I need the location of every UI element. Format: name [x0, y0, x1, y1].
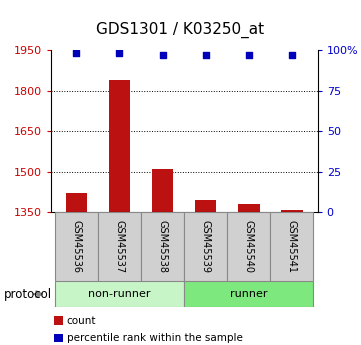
Bar	[54, 316, 63, 325]
Text: GSM45541: GSM45541	[287, 220, 297, 273]
Bar	[55, 281, 184, 307]
Text: GDS1301 / K03250_at: GDS1301 / K03250_at	[96, 22, 265, 38]
Point	[246, 52, 252, 58]
Text: GSM45540: GSM45540	[244, 220, 254, 273]
Point	[203, 52, 209, 58]
Point	[117, 50, 122, 56]
Bar	[109, 80, 130, 212]
Point	[160, 52, 165, 58]
Bar	[152, 169, 173, 212]
Bar	[195, 200, 217, 212]
Text: percentile rank within the sample: percentile rank within the sample	[67, 333, 243, 343]
Text: runner: runner	[230, 289, 268, 299]
Text: protocol: protocol	[4, 288, 52, 300]
Bar	[184, 281, 313, 307]
Point	[74, 50, 79, 56]
Bar	[238, 204, 260, 212]
Text: GSM45538: GSM45538	[157, 220, 168, 273]
Text: GSM45537: GSM45537	[114, 220, 125, 273]
Bar	[270, 212, 313, 281]
Bar	[98, 212, 141, 281]
Bar	[55, 212, 98, 281]
Bar	[281, 210, 303, 212]
Bar	[66, 193, 87, 212]
Point	[289, 52, 295, 58]
Text: count: count	[67, 316, 96, 326]
Bar	[227, 212, 270, 281]
Bar	[184, 212, 227, 281]
Text: non-runner: non-runner	[88, 289, 151, 299]
Text: GSM45536: GSM45536	[71, 220, 81, 273]
Bar	[54, 334, 63, 342]
Bar	[141, 212, 184, 281]
Text: GSM45539: GSM45539	[201, 220, 211, 273]
